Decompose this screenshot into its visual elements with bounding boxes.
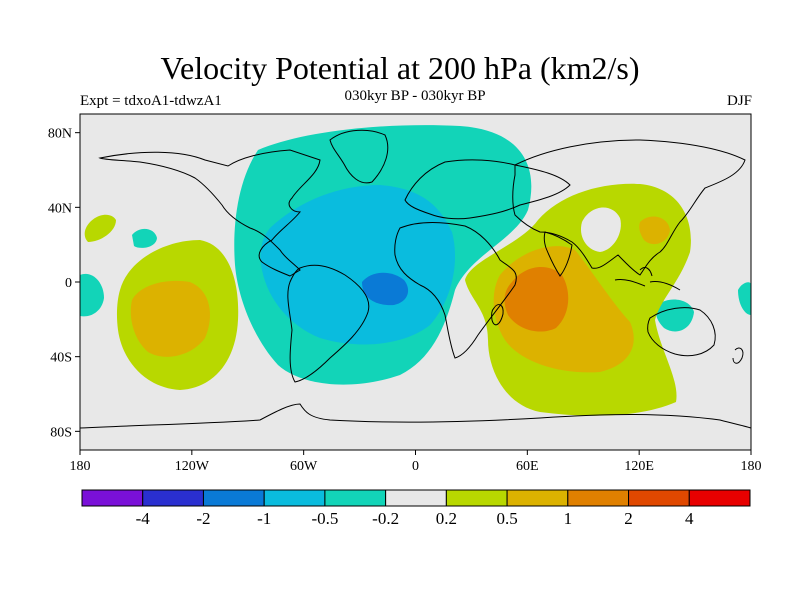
colorbar-label: 0.2 xyxy=(436,509,457,528)
colorbar-swatch xyxy=(81,489,144,507)
colorbar-label: -1 xyxy=(257,509,271,528)
colorbar-label: 0.5 xyxy=(496,509,517,528)
colorbar-label: -2 xyxy=(196,509,210,528)
colorbar-label: -4 xyxy=(136,509,151,528)
colorbar-swatch xyxy=(324,489,387,507)
lat-tick-label: 80N xyxy=(48,127,72,142)
contour-neg-05 xyxy=(260,185,456,345)
contour-neg-02-east xyxy=(738,282,751,315)
colorbar: -4 -2 -1 -0.5 -0.2 0.2 0.5 1 2 4 xyxy=(81,489,751,528)
colorbar-swatch xyxy=(567,489,630,507)
colorbar-label: 4 xyxy=(685,509,694,528)
coast-north-america xyxy=(98,149,321,277)
lon-tick-label: 120E xyxy=(624,459,654,474)
map-title: Velocity Potential at 200 hPa (km2/s) xyxy=(160,50,640,86)
colorbar-swatch xyxy=(445,489,508,507)
colorbar-label: 2 xyxy=(624,509,633,528)
colorbar-label: 1 xyxy=(564,509,573,528)
lat-tick-label: 40S xyxy=(50,351,72,366)
contour-neg-02-small xyxy=(132,228,157,248)
coast-indonesia xyxy=(614,267,681,291)
coast-south-america xyxy=(287,264,370,383)
contour-pos-1-indian xyxy=(504,266,569,332)
lon-tick-label: 180 xyxy=(741,459,762,474)
lat-tick-label: 40N xyxy=(48,201,72,216)
experiment-label: Expt = tdxoA1-tdwzA1 xyxy=(80,93,222,109)
colorbar-label: -0.2 xyxy=(372,509,399,528)
coast-australia xyxy=(647,307,716,357)
coast-europe xyxy=(404,159,571,220)
coast-asia xyxy=(512,139,746,276)
contour-pos-02-top xyxy=(84,214,116,242)
colorbar-swatch xyxy=(506,489,569,507)
coast-new-zealand xyxy=(732,347,744,364)
colorbar-swatch xyxy=(688,489,751,507)
coastlines xyxy=(80,129,751,429)
latitude-axis: 80N 40N 0 40S 80S xyxy=(48,127,80,440)
contour-pos-05-pacific xyxy=(130,280,210,357)
period-label: 030kyr BP - 030kyr BP xyxy=(344,88,486,104)
lon-tick-label: 60W xyxy=(290,459,318,474)
coast-antarctica xyxy=(80,403,751,429)
coast-india xyxy=(543,231,573,277)
lon-tick-label: 60E xyxy=(516,459,539,474)
contour-neg-1 xyxy=(362,272,409,306)
lat-tick-label: 80S xyxy=(50,425,72,440)
colorbar-swatch xyxy=(628,489,690,507)
coast-madagascar xyxy=(491,304,504,326)
colorbar-swatch xyxy=(202,489,265,507)
colorbar-swatch xyxy=(385,489,447,507)
contour-fields xyxy=(80,125,751,416)
colorbar-swatch xyxy=(263,489,326,507)
lon-tick-label: 180 xyxy=(70,459,91,474)
lat-tick-label: 0 xyxy=(65,276,72,291)
season-label: DJF xyxy=(726,93,752,109)
contour-gap-hole xyxy=(580,207,621,252)
lon-tick-label: 0 xyxy=(412,459,419,474)
colorbar-swatch xyxy=(142,489,204,507)
longitude-axis: 180 120W 60W 0 60E 120E 180 xyxy=(70,450,762,474)
coast-africa xyxy=(394,222,517,359)
contour-pos-05-asia xyxy=(639,216,670,245)
lon-tick-label: 120W xyxy=(175,459,210,474)
contour-neg-02-west xyxy=(80,273,104,317)
coast-greenland xyxy=(329,129,389,184)
colorbar-label: -0.5 xyxy=(311,509,338,528)
